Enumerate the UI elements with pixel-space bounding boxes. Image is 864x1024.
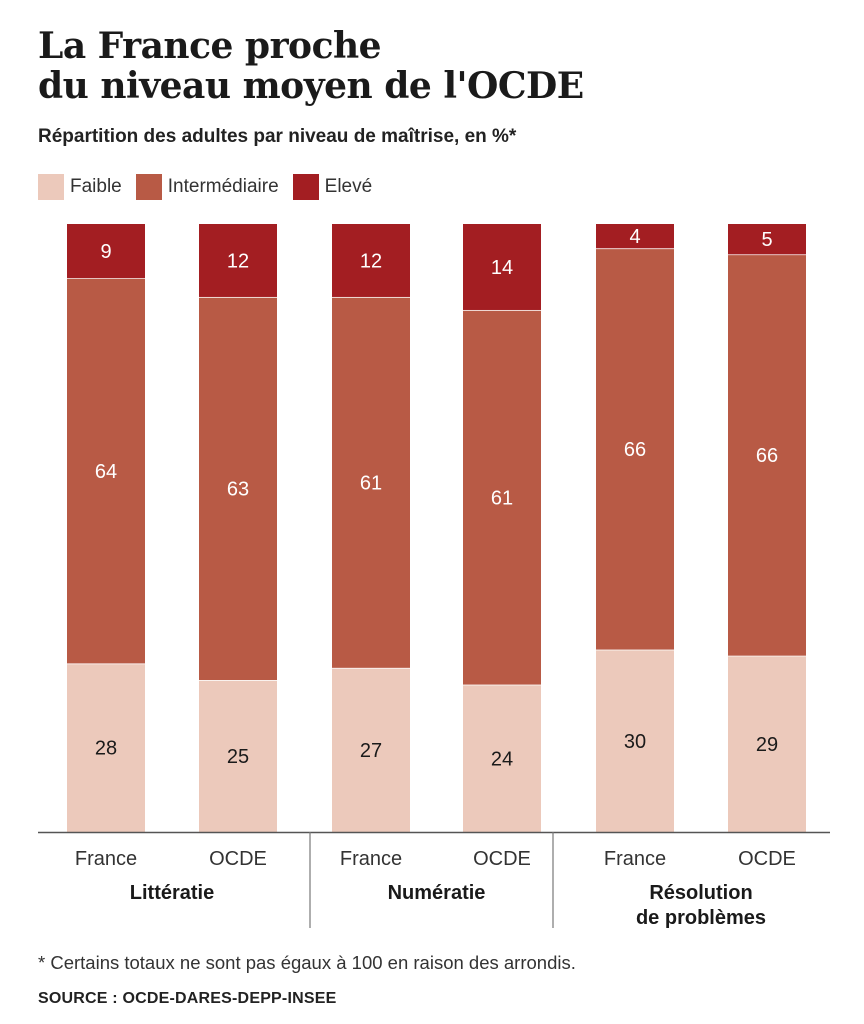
- bar-intermediaire-0: [67, 278, 145, 664]
- bar-intermediaire-5: [728, 254, 806, 656]
- legend-item-eleve: Elevé: [292, 174, 373, 200]
- x-tick-label-1: OCDE: [209, 848, 267, 870]
- group-label-1-line-0: Numératie: [388, 882, 486, 904]
- legend-label-faible: Faible: [70, 176, 122, 197]
- x-tick-label-3: OCDE: [473, 848, 531, 870]
- data-label-eleve-0: 9: [100, 241, 111, 263]
- data-label-intermediaire-4: 66: [624, 439, 646, 461]
- footnote: * Certains totaux ne sont pas égaux à 10…: [38, 952, 576, 973]
- bar-eleve-1: [199, 224, 277, 297]
- group-label-2-line-1: de problèmes: [636, 907, 766, 929]
- bar-eleve-2: [332, 224, 410, 297]
- data-label-faible-0: 28: [95, 738, 117, 760]
- data-label-faible-5: 29: [756, 734, 778, 756]
- bar-eleve-3: [463, 224, 541, 310]
- legend-label-eleve: Elevé: [324, 176, 373, 197]
- legend: Faible Intermédiaire Elevé: [38, 172, 386, 202]
- data-label-faible-3: 24: [491, 748, 513, 770]
- data-label-faible-1: 25: [227, 746, 249, 768]
- chart-title: La France proche du niveau moyen de l'OC…: [38, 26, 584, 106]
- bar-faible-4: [596, 649, 674, 832]
- legend-swatch-faible: [38, 174, 64, 200]
- data-label-faible-2: 27: [360, 740, 382, 762]
- data-label-eleve-2: 12: [360, 250, 382, 272]
- data-label-eleve-5: 5: [761, 229, 772, 251]
- bar-faible-5: [728, 655, 806, 832]
- bar-intermediaire-3: [463, 309, 541, 685]
- data-label-eleve-3: 14: [491, 257, 513, 279]
- group-label-2-line-0: Résolution: [649, 882, 752, 904]
- x-tick-label-2: France: [340, 848, 402, 870]
- legend-item-faible: Faible: [38, 174, 122, 200]
- bar-eleve-5: [728, 224, 806, 255]
- bar-faible-3: [463, 684, 541, 832]
- data-label-eleve-4: 4: [629, 226, 640, 248]
- legend-item-intermediaire: Intermédiaire: [135, 174, 279, 200]
- data-label-intermediaire-3: 61: [491, 487, 513, 509]
- x-tick-label-5: OCDE: [738, 848, 796, 870]
- bar-intermediaire-4: [596, 248, 674, 650]
- data-label-intermediaire-0: 64: [95, 461, 117, 483]
- chart-subtitle: Répartition des adultes par niveau de ma…: [38, 126, 517, 147]
- bar-intermediaire-1: [199, 296, 277, 680]
- data-label-intermediaire-1: 63: [227, 478, 249, 500]
- data-label-faible-4: 30: [624, 731, 646, 753]
- data-label-eleve-1: 12: [227, 250, 249, 272]
- bar-faible-2: [332, 667, 410, 832]
- title-line-1: La France proche: [38, 25, 382, 67]
- bar-eleve-4: [596, 224, 674, 249]
- data-label-intermediaire-2: 61: [360, 472, 382, 494]
- x-tick-label-4: France: [604, 848, 666, 870]
- bar-eleve-0: [67, 224, 145, 279]
- group-label-0-line-0: Littératie: [130, 882, 214, 904]
- legend-label-intermediaire: Intermédiaire: [167, 176, 279, 197]
- bar-faible-0: [67, 663, 145, 832]
- legend-swatch-intermediaire: [135, 174, 162, 200]
- data-label-intermediaire-5: 66: [756, 445, 778, 467]
- bar-intermediaire-2: [332, 296, 410, 668]
- bar-faible-1: [199, 680, 277, 832]
- stacked-bar-chart: 28 64 9 France 25 63 12 OCDE 27 61 12 France 24 61 14 O…: [38, 224, 830, 929]
- x-tick-label-0: France: [75, 848, 137, 870]
- title-line-2: du niveau moyen de l'OCDE: [38, 65, 584, 107]
- legend-swatch-eleve: [292, 174, 319, 200]
- source-credit: SOURCE : OCDE-DARES-DEPP-INSEE: [38, 990, 337, 1007]
